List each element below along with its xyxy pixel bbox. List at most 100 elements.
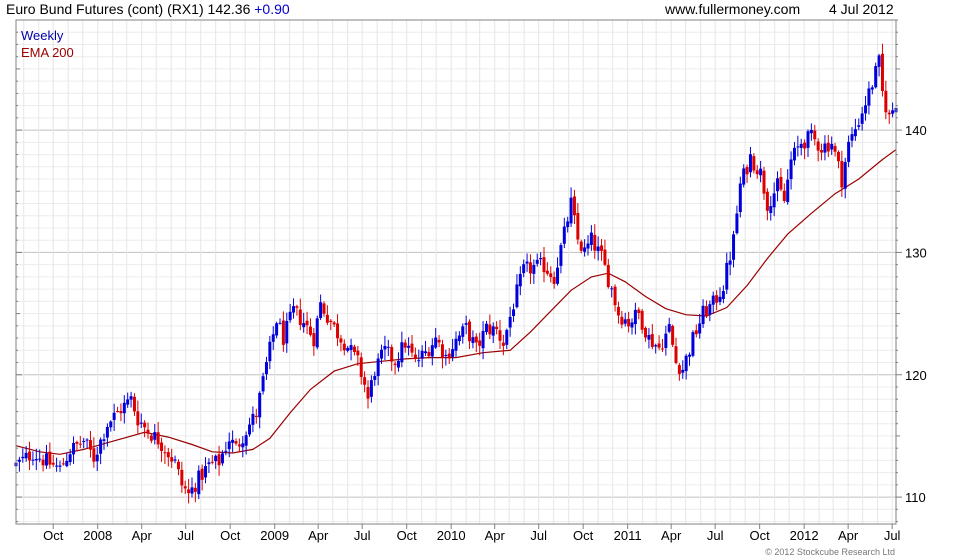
candle-body xyxy=(674,346,678,363)
candle-body xyxy=(762,170,766,194)
candle-body xyxy=(430,345,434,357)
candle-body xyxy=(58,465,62,467)
candle-body xyxy=(78,443,82,445)
candle-body xyxy=(738,183,742,213)
candle-body xyxy=(623,319,627,324)
candle-body xyxy=(224,450,228,452)
candle-body xyxy=(227,441,231,450)
y-tick-label: 140 xyxy=(905,123,927,138)
candle-body xyxy=(241,443,245,448)
candle-body xyxy=(99,439,103,454)
candle-body xyxy=(677,365,681,374)
candle-body xyxy=(183,486,187,489)
candle-body xyxy=(396,360,400,368)
candle-body xyxy=(694,330,698,335)
candle-body xyxy=(41,459,45,466)
candle-body xyxy=(305,320,309,326)
candle-body xyxy=(264,362,268,375)
candle-body xyxy=(752,156,756,171)
candle-body xyxy=(545,270,549,274)
candle-body xyxy=(650,334,654,347)
candle-body xyxy=(721,291,725,300)
candle-body xyxy=(860,113,864,124)
candle-body xyxy=(237,444,241,447)
x-tick-label: Jul xyxy=(354,528,371,543)
candle-body xyxy=(870,87,874,90)
candle-body xyxy=(200,468,204,480)
candle-body xyxy=(586,243,590,249)
candle-body xyxy=(826,142,830,152)
x-tick-label: 2012 xyxy=(790,528,819,543)
x-tick-label: Jul xyxy=(177,528,194,543)
candle-body xyxy=(637,309,641,313)
candle-body xyxy=(779,176,783,190)
x-tick-label: Oct xyxy=(220,528,241,543)
candle-body xyxy=(261,376,265,392)
x-tick-label: 2011 xyxy=(614,528,642,543)
candle-body xyxy=(332,322,336,325)
candle-body xyxy=(380,349,384,359)
candle-body xyxy=(48,451,52,465)
candle-body xyxy=(708,304,712,315)
candle-body xyxy=(498,330,502,341)
candle-body xyxy=(31,459,35,461)
candle-body xyxy=(769,206,773,213)
candle-body xyxy=(630,322,634,328)
candle-body xyxy=(166,452,170,458)
candle-body xyxy=(647,334,651,340)
candle-body xyxy=(24,452,28,459)
candle-body xyxy=(772,193,776,208)
candle-body xyxy=(836,151,840,162)
candle-body xyxy=(613,286,617,306)
candle-body xyxy=(833,146,837,152)
candle-body xyxy=(786,179,790,203)
candle-body xyxy=(139,422,143,424)
candle-body xyxy=(820,149,824,153)
candle-body xyxy=(143,422,147,428)
candle-body xyxy=(782,190,786,201)
candle-body xyxy=(248,424,252,435)
candle-body xyxy=(447,353,451,359)
candle-body xyxy=(891,110,895,114)
candle-body xyxy=(190,487,194,494)
candle-body xyxy=(457,335,461,342)
candle-body xyxy=(484,323,488,333)
candle-body xyxy=(315,318,319,348)
candle-body xyxy=(583,247,587,252)
candle-body xyxy=(789,159,793,180)
candle-body xyxy=(610,288,614,290)
candle-body xyxy=(461,326,465,337)
site-url[interactable]: www.fullermoney.com xyxy=(665,1,801,17)
candle-body xyxy=(660,348,664,350)
candle-body xyxy=(220,453,224,464)
x-tick-label: Oct xyxy=(573,528,594,543)
candle-body xyxy=(887,112,891,115)
candle-body xyxy=(210,461,214,463)
candle-body xyxy=(616,306,620,316)
candle-body xyxy=(254,415,258,417)
candle-body xyxy=(109,421,113,428)
x-tick-label: 2008 xyxy=(83,528,112,543)
candle-body xyxy=(562,226,566,244)
y-axis: 110 120 130 140 xyxy=(16,19,927,523)
candle-body xyxy=(119,410,123,414)
candle-body xyxy=(308,326,312,335)
candle-body xyxy=(596,246,600,252)
candle-body xyxy=(576,212,580,240)
candle-body xyxy=(803,142,807,149)
candle-body xyxy=(796,146,800,148)
candle-body xyxy=(193,487,197,492)
copyright-notice: © 2012 Stockcube Research Ltd xyxy=(765,547,895,557)
candle-body xyxy=(481,331,485,349)
price-change: +0.90 xyxy=(254,1,290,17)
candle-body xyxy=(204,466,208,478)
candle-body xyxy=(606,264,610,288)
candle-body xyxy=(437,339,441,343)
candle-body xyxy=(44,453,48,466)
candle-body xyxy=(122,402,126,414)
candle-body xyxy=(410,343,414,353)
candle-body xyxy=(88,440,92,450)
candle-body xyxy=(407,345,411,348)
candle-body xyxy=(681,369,685,373)
